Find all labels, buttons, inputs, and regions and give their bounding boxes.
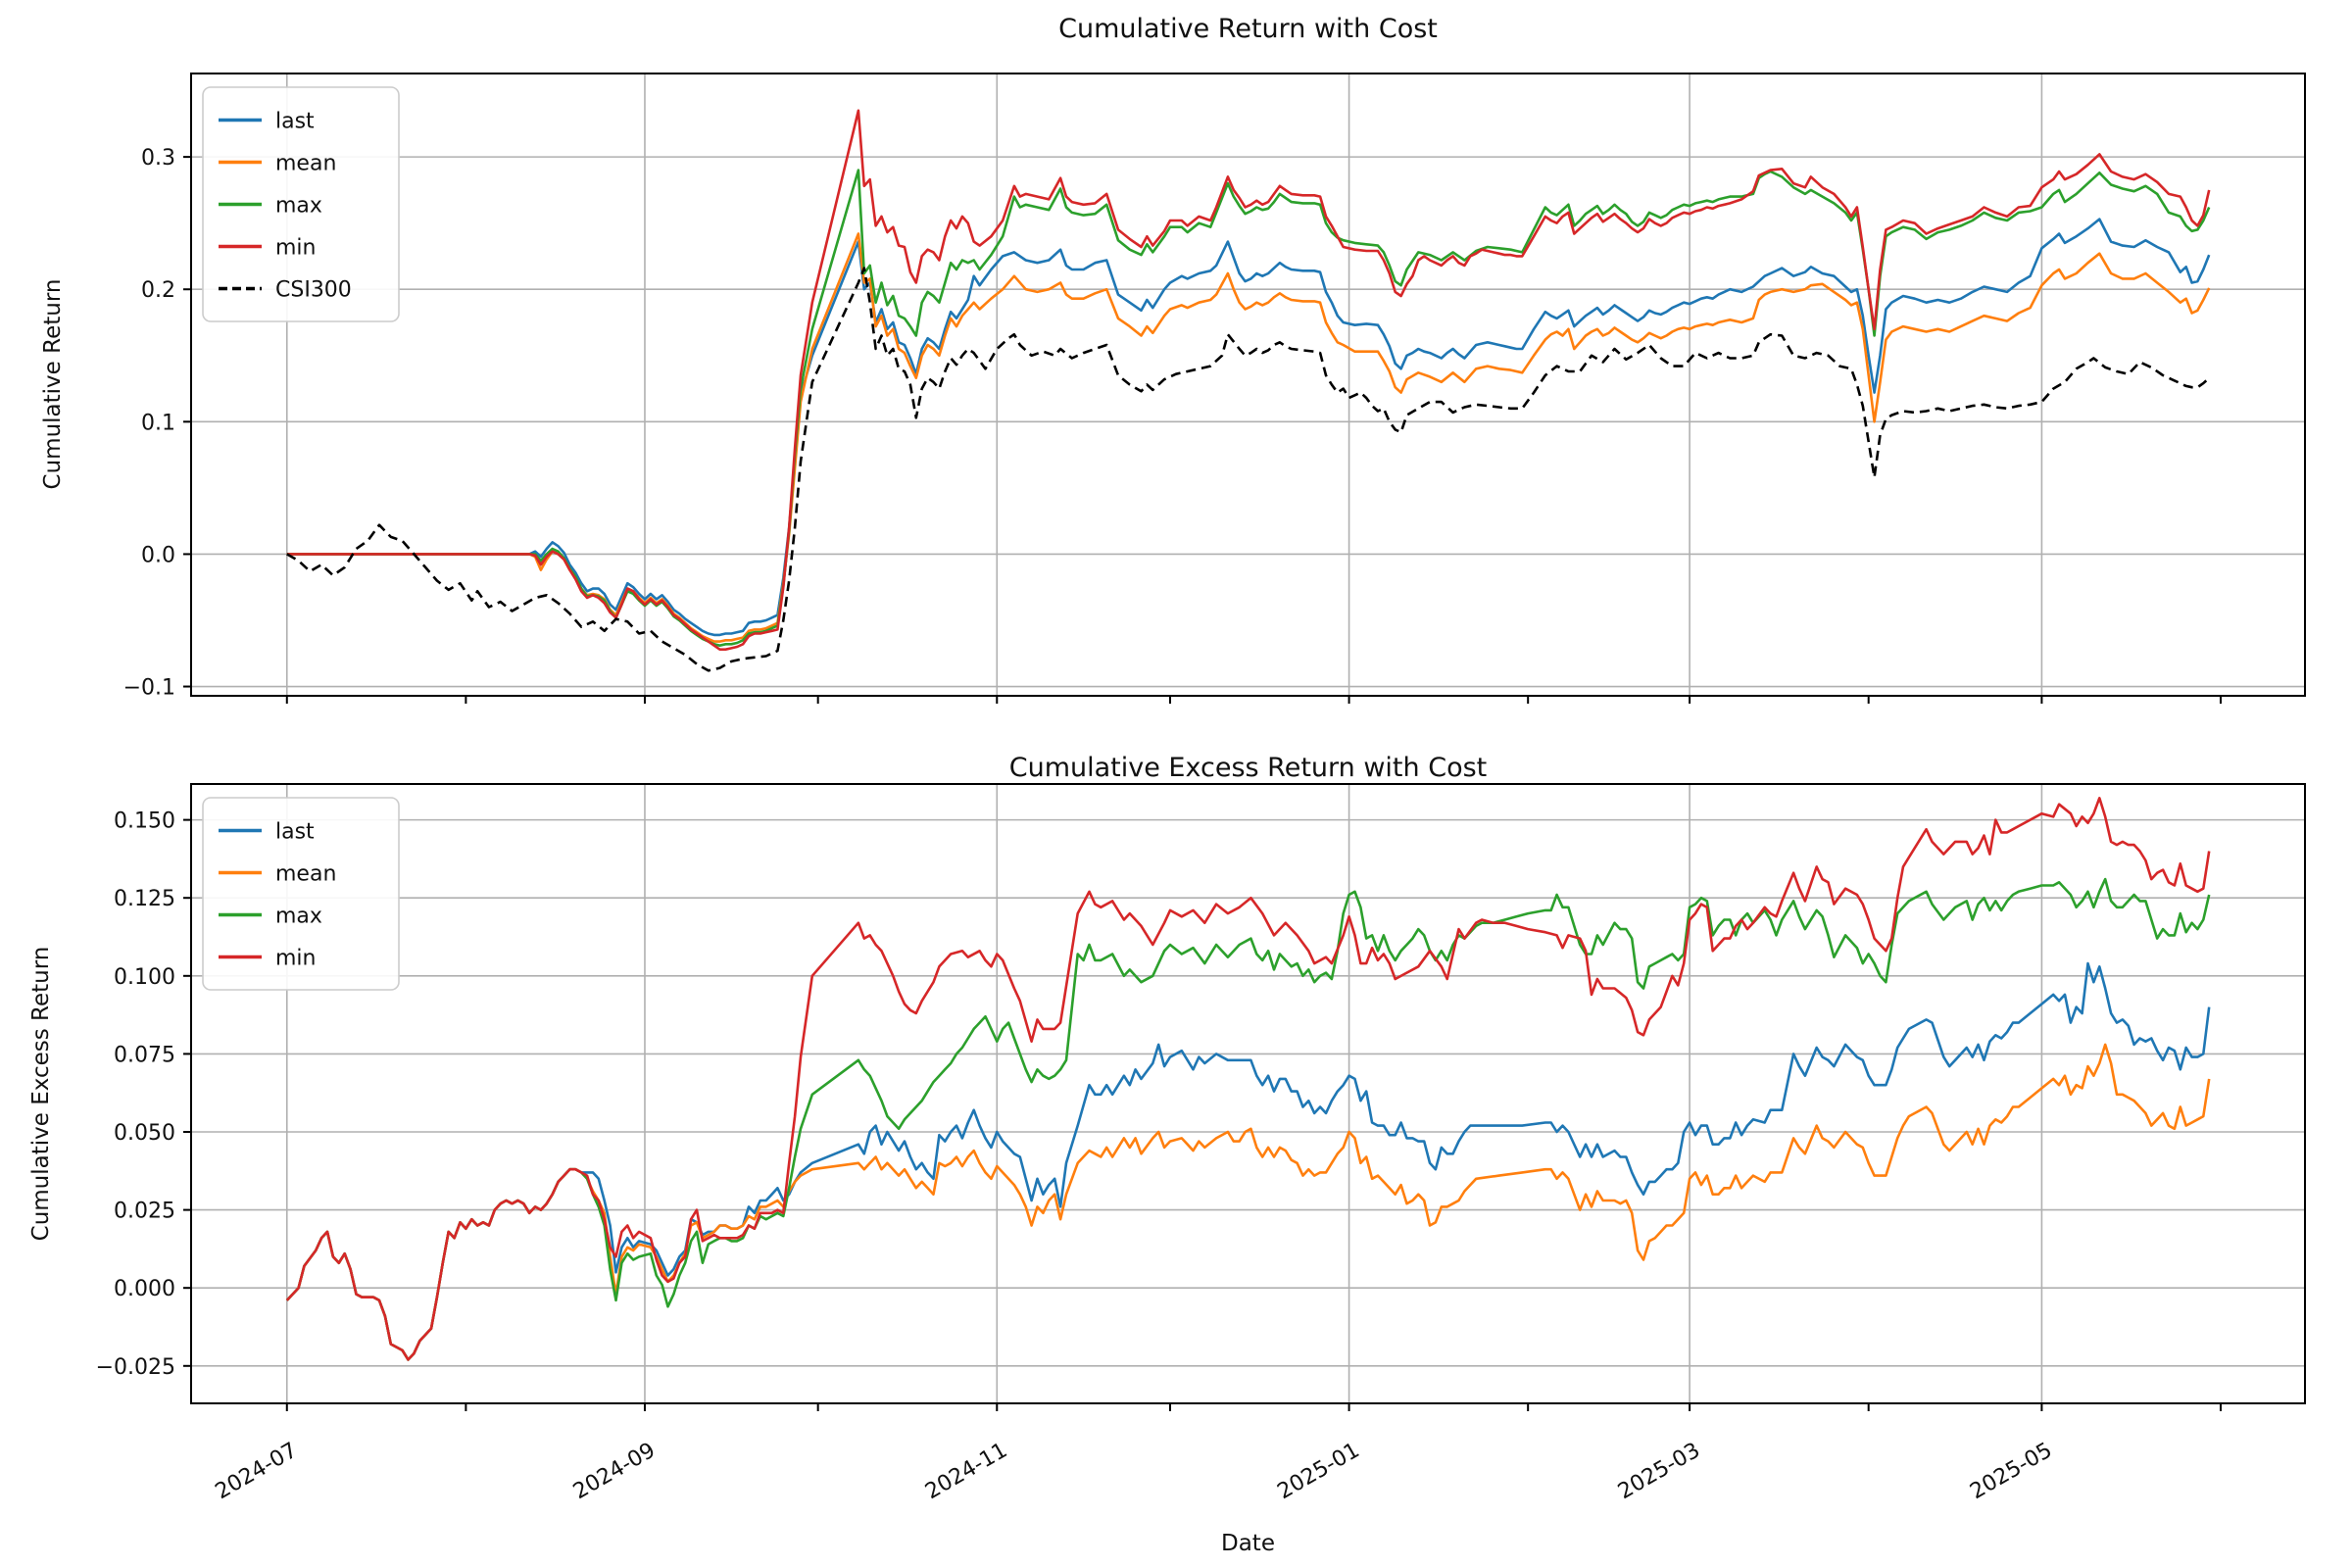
top-chart-legend-item-CSI300: CSI300 <box>219 278 352 303</box>
top-chart-ytick-label: 0.0 <box>141 543 175 567</box>
bottom-chart-legend-item-min: min <box>219 947 317 971</box>
top-chart-legend-label-min: min <box>275 236 317 261</box>
bottom-chart-legend-label-last: last <box>275 820 315 845</box>
top-chart-line-min <box>286 109 2211 652</box>
bottom-chart-legend-item-max: max <box>219 905 322 929</box>
bottom-chart-legend-label-min: min <box>275 947 317 971</box>
bottom-y-axis-label: Cumulative Excess Return <box>28 946 54 1242</box>
x-axis-label: Date <box>1221 1531 1275 1556</box>
bottom-chart-ytick-label: 0.075 <box>114 1043 175 1067</box>
bottom-chart-ytick-label: −0.025 <box>96 1355 175 1380</box>
top-chart-legend-item-max: max <box>219 194 322 219</box>
bottom-chart-legend-item-mean: mean <box>219 862 336 887</box>
bottom-chart-ticks: −0.025 0.000 0.025 0.050 0.075 0.100 0.125 0.15… <box>96 809 2223 1505</box>
xtick-label: 2024-11 <box>921 1439 1011 1505</box>
bottom-chart-ytick-label: 0.150 <box>114 809 175 834</box>
xtick-label: 2024-09 <box>569 1439 660 1505</box>
top-chart-plot-border <box>190 73 2306 697</box>
top-chart-line-last <box>286 218 2211 637</box>
bottom-chart-line-mean <box>285 1043 2211 1361</box>
top-chart-legend-label-max: max <box>275 194 322 219</box>
bottom-chart-plot-border <box>190 783 2306 1404</box>
top-chart-ytick-label: 0.3 <box>141 146 175 171</box>
bottom-chart-legend-label-max: max <box>275 905 322 929</box>
bottom-chart-grid <box>191 784 2305 1403</box>
bottom-chart-title: Cumulative Excess Return with Cost <box>1008 753 1488 783</box>
bottom-chart-ytick-label: 0.050 <box>114 1121 175 1146</box>
bottom-chart: −0.025 0.000 0.025 0.050 0.075 0.100 0.125 0.15… <box>96 783 2306 1505</box>
top-chart-line-CSI300 <box>286 267 2211 672</box>
top-chart-line-mean <box>286 232 2211 643</box>
top-chart-legend-item-min: min <box>219 236 317 261</box>
top-chart-legend-label-mean: mean <box>275 152 336 176</box>
top-chart-ytick-label: 0.2 <box>141 278 175 303</box>
top-chart-line-max <box>286 169 2211 648</box>
top-chart-legend-label-last: last <box>275 110 315 134</box>
xtick-label: 2024-07 <box>212 1439 302 1505</box>
bottom-chart-line-last <box>285 961 2211 1361</box>
top-chart-legend: last mean max min CSI300 <box>202 86 400 322</box>
top-chart-ticks: −0.1 0.0 0.1 0.2 0.3 <box>123 146 2223 704</box>
xtick-label: 2025-01 <box>1273 1439 1363 1505</box>
top-chart-legend-item-last: last <box>219 110 315 134</box>
bottom-chart-ytick-label: 0.125 <box>114 887 175 911</box>
bottom-chart-legend-item-last: last <box>219 820 315 845</box>
top-chart-title: Cumulative Return with Cost <box>1058 14 1438 44</box>
top-chart-grid <box>191 74 2305 696</box>
top-chart-legend-item-mean: mean <box>219 152 336 176</box>
xtick-label: 2025-05 <box>1966 1439 2056 1505</box>
top-chart-ytick-label: 0.1 <box>141 411 175 435</box>
bottom-chart-legend-label-mean: mean <box>275 862 336 887</box>
top-chart-ytick-label: −0.1 <box>123 676 175 701</box>
top-y-axis-label: Cumulative Return <box>40 278 66 490</box>
top-chart-legend-label-CSI300: CSI300 <box>275 278 352 303</box>
bottom-chart-line-max <box>285 877 2211 1361</box>
bottom-chart-line-min <box>285 796 2211 1361</box>
xtick-label: 2025-03 <box>1614 1439 1704 1505</box>
bottom-chart-ytick-label: 0.100 <box>114 965 175 990</box>
bottom-chart-ytick-label: 0.025 <box>114 1200 175 1224</box>
bottom-chart-ytick-label: 0.000 <box>114 1277 175 1301</box>
bottom-chart-legend: last mean max min <box>202 797 400 991</box>
top-chart: −0.1 0.0 0.1 0.2 0.3 last mean max min CSI300 <box>123 73 2306 704</box>
